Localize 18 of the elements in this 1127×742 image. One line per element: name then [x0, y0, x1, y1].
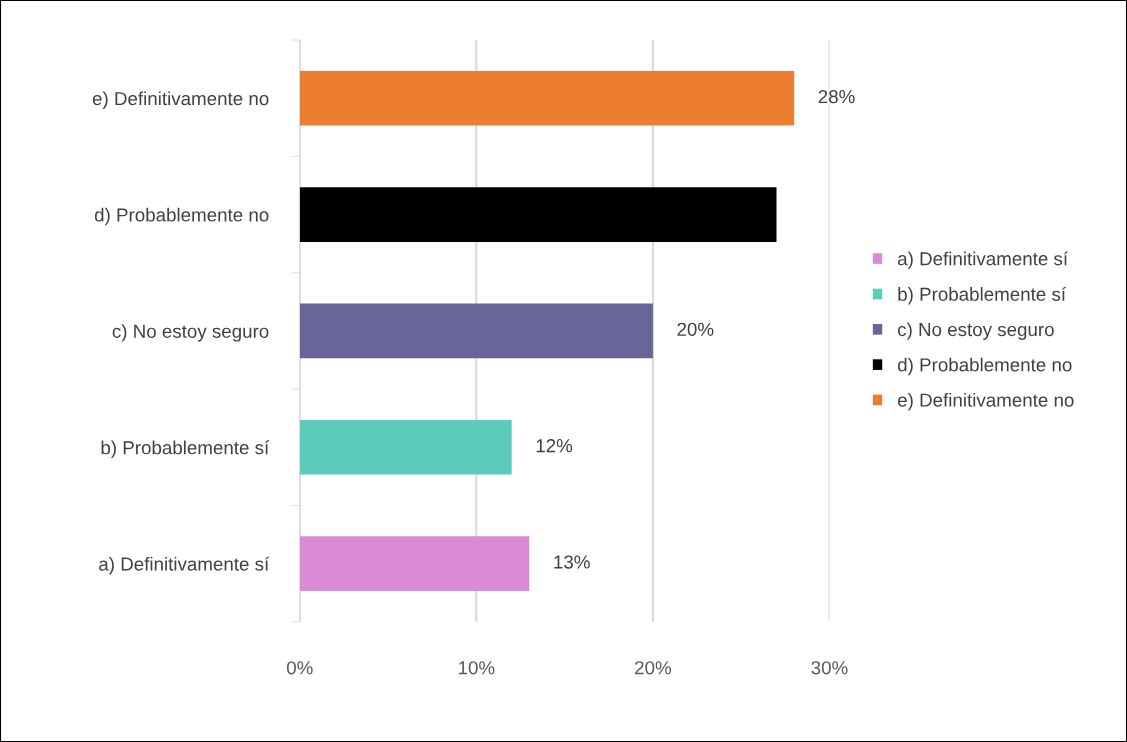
- y-tick-label: b) Probablemente sí: [101, 440, 270, 459]
- legend-label: d) Probablemente no: [897, 357, 1072, 376]
- x-tick-label: 20%: [635, 661, 672, 675]
- legend-label: a) Definitivamente sí: [898, 251, 1069, 270]
- data-label: 13%: [554, 555, 590, 569]
- legend-label: c) No estoy seguro: [898, 322, 1054, 340]
- x-tick-label: 30%: [811, 661, 848, 675]
- data-label: 28%: [818, 90, 855, 104]
- x-tick-label: 10%: [459, 661, 495, 675]
- legend-label: b) Probablemente sí: [898, 286, 1066, 305]
- data-label: 20%: [677, 322, 714, 336]
- x-tick-label: 0%: [286, 661, 313, 675]
- y-tick-label: a) Definitivamente sí: [99, 556, 270, 575]
- y-tick-label: c) No estoy seguro: [112, 324, 269, 342]
- y-tick-label: d) Probablemente no: [94, 207, 269, 226]
- y-tick-label: e) Definitivamente no: [92, 91, 269, 109]
- legend-label: e) Definitivamente no: [898, 392, 1074, 411]
- data-label: 12%: [536, 439, 573, 453]
